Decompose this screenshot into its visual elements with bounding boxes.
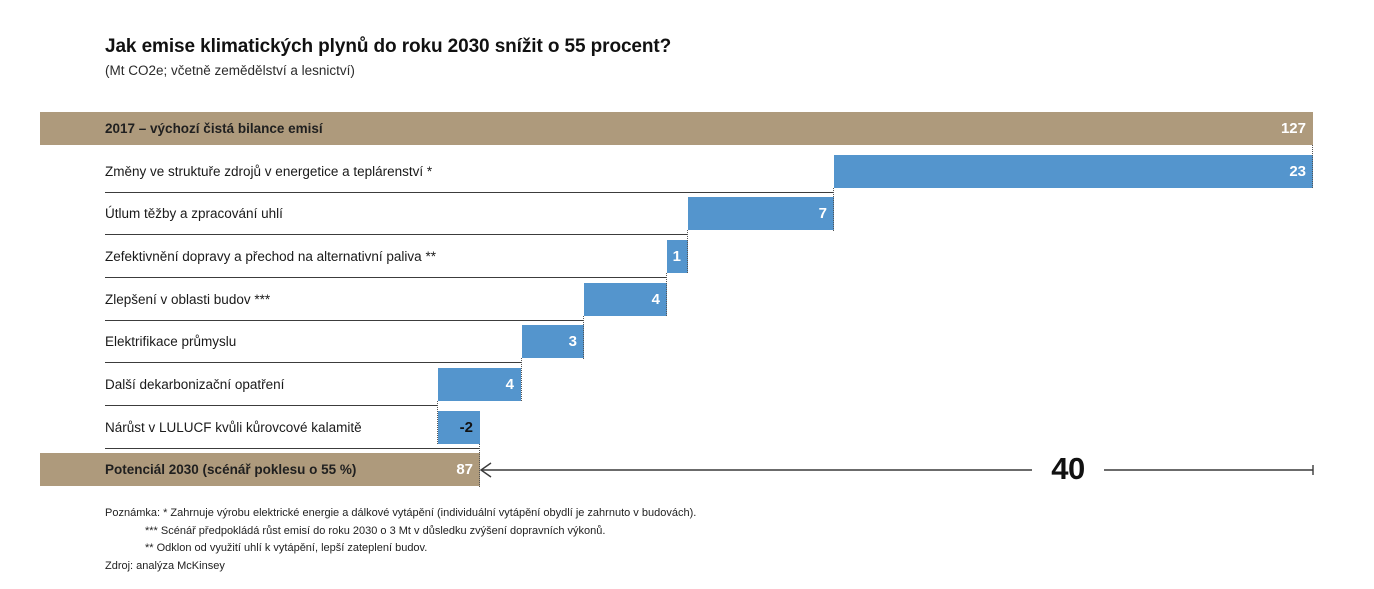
row-separator-line — [105, 405, 438, 406]
row-label: Nárůst v LULUCF kvůli kůrovcové kalamitě — [105, 420, 362, 435]
step-connector-line — [666, 273, 667, 316]
chart-title: Jak emise klimatických plynů do roku 203… — [105, 36, 672, 57]
row-label: Útlum těžby a zpracování uhlí — [105, 206, 283, 221]
row-separator-line — [105, 234, 688, 235]
waterfall-bar: 23 — [834, 155, 1313, 188]
footnote-line: ** Odklon od využití uhlí k vytápění, le… — [145, 542, 428, 554]
step-connector-line — [1312, 145, 1313, 188]
footnote-line: Poznámka: * Zahrnuje výrobu elektrické e… — [105, 507, 697, 519]
step-connector-line — [687, 230, 688, 273]
row-label: Potenciál 2030 (scénář poklesu o 55 %) — [105, 462, 357, 477]
waterfall-bar: 4 — [438, 368, 521, 401]
bar-value-label: 87 — [456, 461, 473, 478]
bar-value-label: -2 — [459, 419, 473, 436]
waterfall-bar: 87 — [40, 453, 480, 486]
waterfall-bar: 1 — [667, 240, 688, 273]
arrowhead-left-icon — [479, 462, 492, 478]
total-reduction-arrow — [479, 462, 1314, 478]
step-connector-line — [833, 188, 834, 231]
row-separator-line — [105, 277, 667, 278]
row-separator-line — [105, 448, 480, 449]
waterfall-bar: 127 — [40, 112, 1313, 145]
row-label: Změny ve struktuře zdrojů v energetice a… — [105, 164, 433, 179]
step-connector-line — [521, 358, 522, 401]
waterfall-bar: 4 — [584, 283, 667, 316]
bar-value-label: 1 — [672, 248, 681, 265]
row-separator-line — [105, 362, 522, 363]
source-line: Zdroj: analýza McKinsey — [105, 559, 225, 572]
row-separator-line — [105, 320, 584, 321]
waterfall-bar: 3 — [522, 325, 584, 358]
bar-value-label: 4 — [651, 291, 660, 308]
row-label: Zefektivnění dopravy a přechod na altern… — [105, 249, 436, 264]
step-connector-line — [437, 401, 438, 444]
waterfall-bar: -2 — [438, 411, 480, 444]
footnote-line: *** Scénář předpokládá růst emisí do rok… — [145, 524, 606, 537]
chart-subtitle: (Mt CO2e; včetně zemědělství a lesnictví… — [105, 63, 355, 78]
row-label: 2017 – výchozí čistá bilance emisí — [105, 121, 323, 136]
total-reduction-value: 40 — [1032, 451, 1104, 487]
row-label: Zlepšení v oblasti budov *** — [105, 292, 271, 307]
row-separator-line — [105, 192, 834, 193]
bar-value-label: 7 — [818, 205, 827, 222]
waterfall-bar: 7 — [688, 197, 834, 230]
step-connector-line — [583, 316, 584, 359]
bar-value-label: 3 — [568, 333, 577, 350]
row-label: Další dekarbonizační opatření — [105, 377, 285, 392]
bar-value-label: 4 — [505, 376, 514, 393]
row-label: Elektrifikace průmyslu — [105, 334, 237, 349]
bar-value-label: 23 — [1289, 163, 1306, 180]
step-connector-line — [479, 444, 480, 487]
footnotes: Poznámka: * Zahrnuje výrobu elektrické e… — [105, 505, 696, 575]
bar-value-label: 127 — [1280, 120, 1306, 137]
